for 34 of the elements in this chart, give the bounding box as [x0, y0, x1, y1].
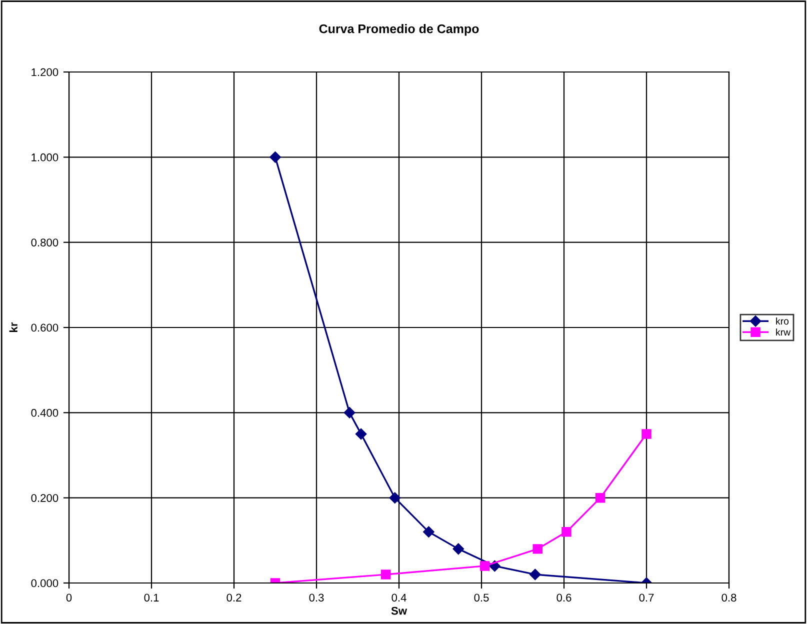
x-tick-label: 0.1: [144, 594, 159, 602]
y-tick-label: 0.200: [31, 494, 58, 502]
point: [595, 492, 606, 503]
x-tick-label: 0.7: [639, 594, 654, 602]
chart-title: Curva Promedio de Campo: [319, 24, 479, 36]
y-tick-label: 0.000: [31, 579, 58, 588]
x-axis-title: Sw: [391, 606, 408, 615]
y-tick-label: 0.800: [31, 238, 58, 246]
point: [480, 561, 490, 571]
point: [355, 428, 367, 440]
y-tick-label: 0.400: [31, 408, 58, 417]
x-tick-label: 0.3: [309, 594, 324, 602]
y-axis-title: kr: [9, 322, 18, 332]
point: [562, 527, 572, 537]
point: [530, 568, 541, 580]
point: [380, 570, 391, 580]
legend-label: kro: [776, 317, 789, 325]
x-tick-label: 0.4: [392, 594, 406, 602]
point: [270, 152, 281, 163]
x-tick-label: 0.2: [226, 594, 242, 602]
point: [389, 492, 400, 504]
point: [532, 544, 542, 554]
y-tick-label: 0.600: [31, 324, 58, 332]
y-tick-label: 1.200: [32, 68, 58, 76]
x-tick-label: 0.8: [722, 594, 736, 602]
legend-label: krw: [776, 328, 791, 336]
x-tick-label: 0.5: [474, 594, 489, 602]
point: [452, 543, 464, 555]
x-tick-label: 0.6: [556, 594, 572, 602]
point: [423, 526, 434, 538]
x-tick-label: 0: [66, 594, 72, 602]
point: [642, 429, 652, 439]
point: [344, 407, 356, 418]
y-tick-label: 1.000: [32, 153, 58, 162]
